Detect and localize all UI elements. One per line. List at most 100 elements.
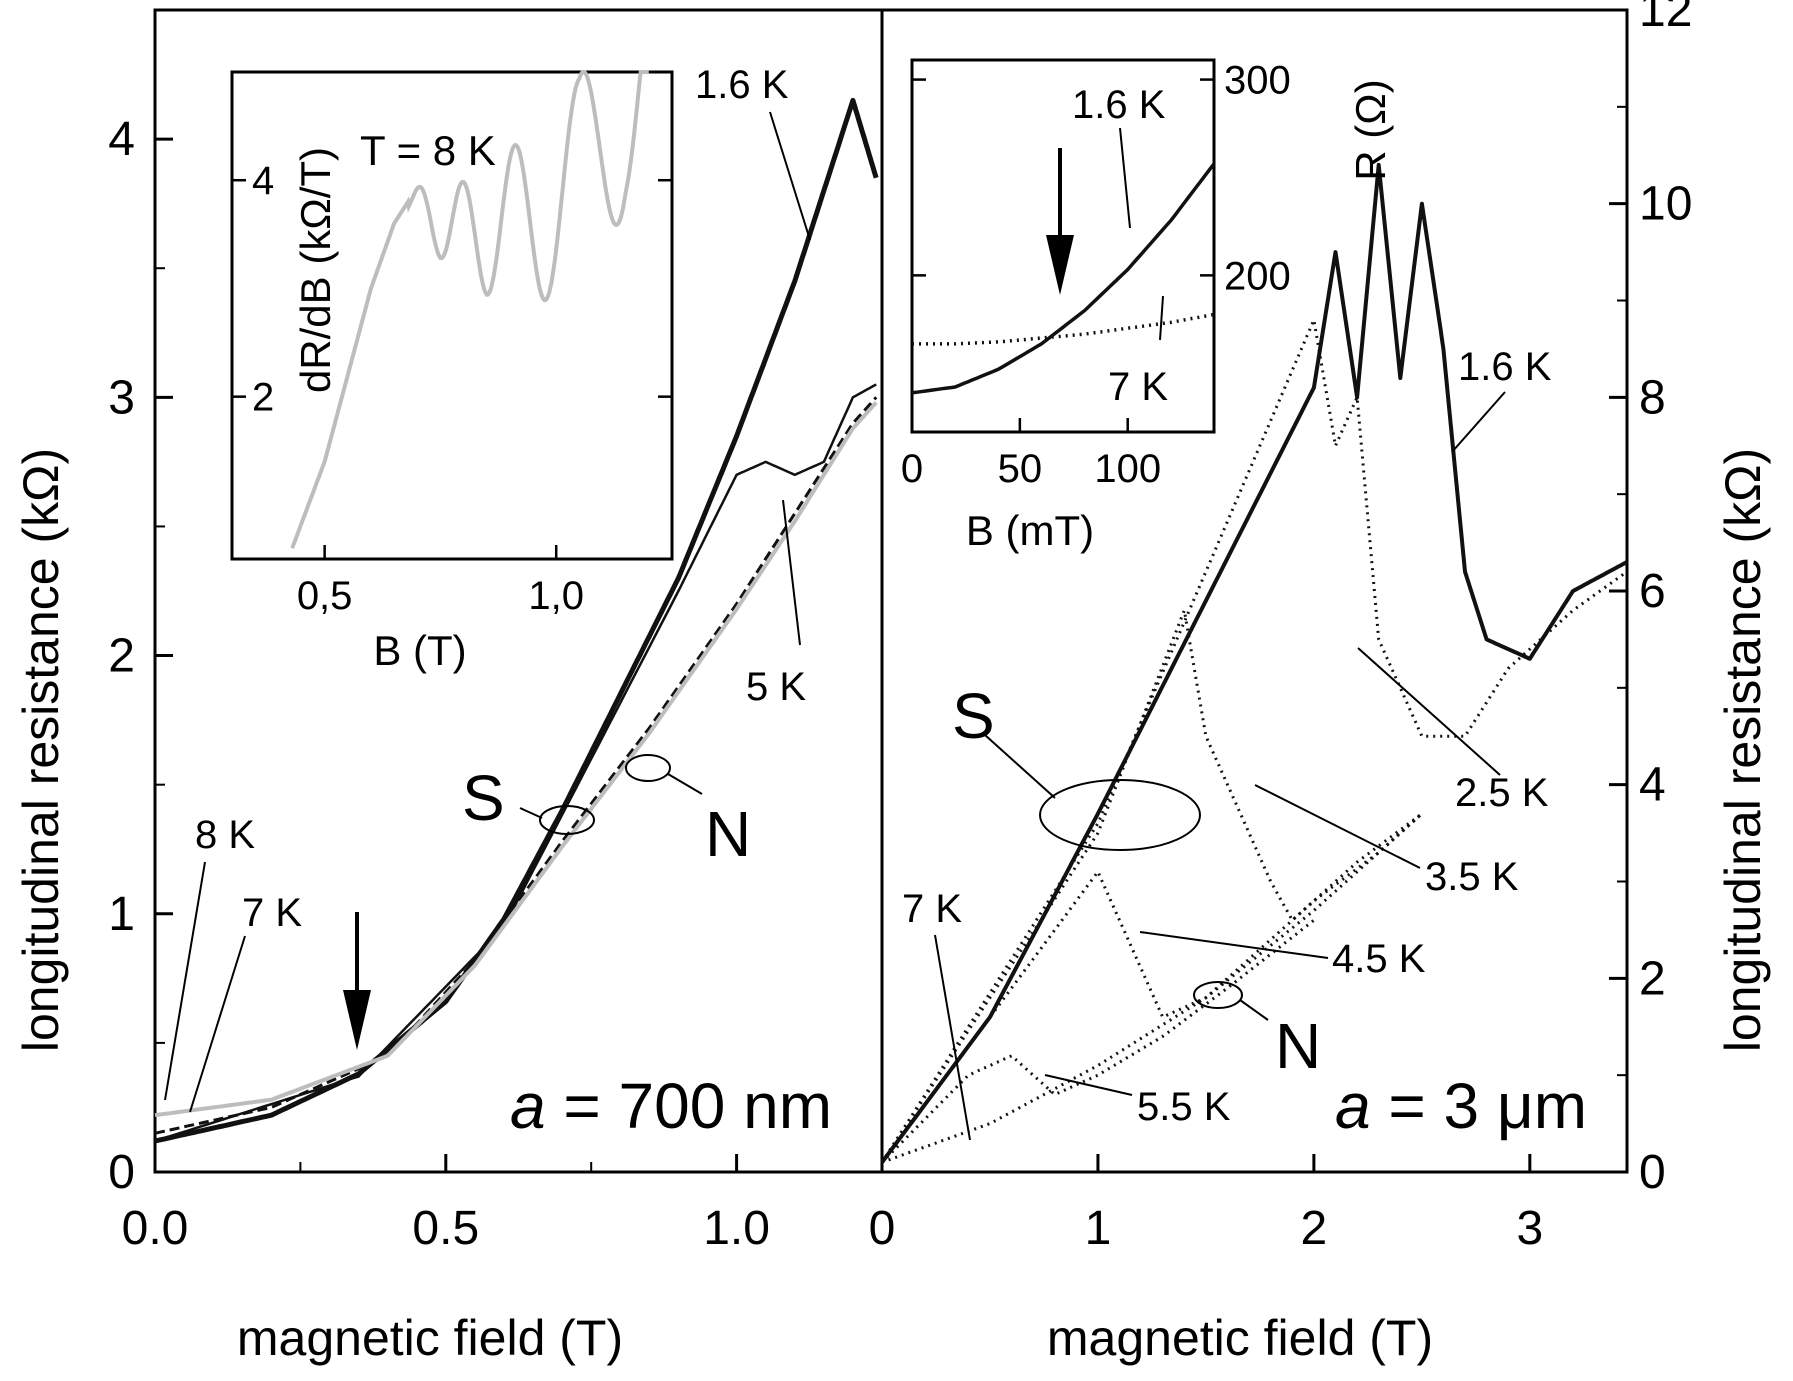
left-x-axis-title: magnetic field (T) — [237, 1310, 623, 1366]
series-line-1-6-K — [880, 162, 1629, 1164]
right-leader-1-6K — [1451, 391, 1506, 453]
right-inset-leader-1-6K — [1119, 127, 1131, 229]
left-S-ellipse — [539, 805, 595, 835]
x-tick-label: 0.5 — [412, 1202, 479, 1255]
y-tick-label: 10 — [1639, 178, 1692, 231]
left-sample-label-value: = 700 nm — [546, 1070, 832, 1142]
series-line-8-K — [154, 401, 878, 1118]
right-sample-label: a = 3 μm — [1335, 1070, 1587, 1142]
right-leader-4-5K — [1139, 931, 1329, 959]
inset-x-tick-label: 0,5 — [297, 574, 353, 618]
y-tick-label: 1 — [108, 888, 135, 941]
inset-x-tick-label: 1,0 — [528, 574, 584, 618]
right-region-N: N — [1275, 1010, 1321, 1082]
left-region-N: N — [705, 798, 751, 870]
left-label-1-6K: 1.6 K — [695, 63, 789, 107]
x-tick-label: 1.0 — [703, 1202, 770, 1255]
y-tick-label: 6 — [1639, 565, 1666, 618]
x-tick-label: 3 — [1516, 1202, 1543, 1255]
right-label-1-6K: 1.6 K — [1458, 345, 1552, 389]
left-y-axis-title: longitudinal resistance (kΩ) — [13, 448, 69, 1052]
inset-y-tick-label: 200 — [1224, 254, 1291, 298]
y-tick-label: 12 — [1639, 0, 1692, 37]
left-N-leader — [667, 773, 703, 795]
right-inset-series — [911, 162, 1216, 395]
series-line-7-K — [154, 396, 878, 1135]
left-leader-7K — [189, 935, 246, 1113]
right-leader-2-5K — [1357, 647, 1501, 776]
series-line-7-K — [881, 812, 1423, 1164]
right-inset-x-title: B (mT) — [966, 507, 1094, 554]
inset-x-tick-label: 50 — [998, 447, 1043, 491]
inset-x-tick-label: 0 — [901, 447, 923, 491]
inset-y-tick-label: 300 — [1224, 59, 1291, 103]
right-leader-7K — [934, 934, 971, 1141]
right-inset-leader-7K — [1159, 295, 1164, 341]
y-tick-label: 4 — [1639, 759, 1666, 812]
right-inset-label-7K: 7 K — [1108, 365, 1168, 409]
left-inset-ticks: 0,5 1,0 2 4 — [232, 159, 672, 618]
inset-series-1-6-K — [911, 162, 1216, 395]
y-tick-label: 3 — [108, 371, 135, 424]
right-series-group — [880, 162, 1629, 1164]
x-tick-label: 0.0 — [122, 1202, 189, 1255]
right-inset-ticks: 0 50 100 200 300 — [901, 59, 1291, 491]
y-tick-label: 2 — [108, 630, 135, 683]
left-N-ellipse — [625, 754, 671, 782]
right-label-3-5K: 3.5 K — [1425, 855, 1519, 899]
right-inset-label-1-6K: 1.6 K — [1072, 83, 1166, 127]
inset-x-tick-label: 100 — [1094, 447, 1161, 491]
right-region-S: S — [952, 680, 995, 752]
left-leader-1-6K — [769, 111, 811, 241]
y-tick-label: 8 — [1639, 371, 1666, 424]
y-tick-label: 2 — [1639, 952, 1666, 1005]
left-label-7K: 7 K — [242, 891, 302, 935]
left-inset-series — [290, 70, 649, 549]
left-label-8K: 8 K — [195, 813, 255, 857]
right-N-ellipse — [1193, 981, 1243, 1009]
series-line-5-5-K — [880, 919, 1315, 1164]
left-leader-8K — [164, 861, 206, 1101]
left-series-group — [154, 97, 879, 1144]
series-line-5-K — [154, 383, 877, 1143]
right-sample-label-a: a — [1335, 1070, 1371, 1142]
left-sample-label: a = 700 nm — [510, 1070, 832, 1142]
right-label-4-5K: 4.5 K — [1332, 937, 1426, 981]
left-axis-ticks: 0.0 0.5 1.0 0 1 2 3 4 — [108, 113, 770, 1255]
y-tick-label: 0 — [1639, 1146, 1666, 1199]
left-region-S: S — [462, 762, 505, 834]
inset-y-tick-label: 4 — [252, 159, 274, 203]
y-tick-label: 4 — [108, 113, 135, 166]
left-label-5K: 5 K — [746, 665, 806, 709]
right-label-7K: 7 K — [902, 887, 962, 931]
series-line-2-5-K — [880, 318, 1628, 1164]
right-x-axis-title: magnetic field (T) — [1047, 1310, 1433, 1366]
right-S-leader — [984, 734, 1056, 799]
right-label-2-5K: 2.5 K — [1455, 771, 1549, 815]
right-leader-5-5K — [1044, 1074, 1133, 1096]
inset-y-tick-label: 2 — [252, 376, 274, 420]
left-inset-y-title: dR/dB (kΩ/T) — [292, 147, 339, 393]
inset-series-8-K — [290, 70, 649, 549]
x-tick-label: 1 — [1085, 1202, 1112, 1255]
inset-series-7-K — [912, 312, 1215, 346]
right-leader-3-5K — [1254, 784, 1421, 869]
right-inset-y-title: R (Ω) — [1347, 79, 1394, 180]
left-arrow-head — [343, 990, 371, 1050]
x-tick-label: 2 — [1301, 1202, 1328, 1255]
right-N-leader — [1239, 999, 1269, 1021]
y-tick-label: 0 — [108, 1146, 135, 1199]
right-S-ellipse — [1039, 779, 1201, 851]
right-y-axis-title: longitudinal resistance (kΩ) — [1715, 448, 1771, 1052]
x-tick-label: 0 — [869, 1202, 896, 1255]
left-sample-label-a: a — [510, 1070, 546, 1142]
left-inset-label: T = 8 K — [360, 127, 496, 174]
left-inset-x-title: B (T) — [373, 627, 466, 674]
left-leader-5K — [782, 499, 801, 646]
right-label-5-5K: 5.5 K — [1137, 1085, 1231, 1129]
right-inset-arrow-head — [1046, 235, 1074, 295]
right-sample-label-value: = 3 μm — [1371, 1070, 1588, 1142]
left-S-leader — [519, 807, 543, 819]
